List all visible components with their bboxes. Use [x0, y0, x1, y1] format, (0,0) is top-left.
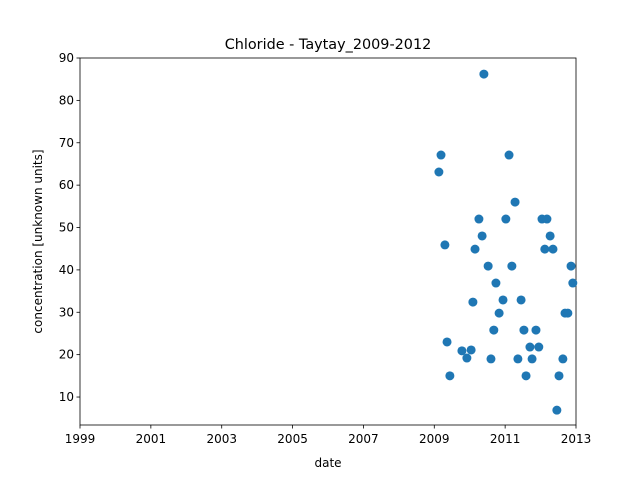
point — [483, 261, 493, 271]
point — [479, 69, 489, 79]
x-tick-label: 2007 — [348, 432, 379, 446]
x-tick-label: 2009 — [419, 432, 450, 446]
axes-frame — [79, 57, 577, 426]
point — [486, 354, 496, 364]
point — [501, 214, 511, 224]
point — [548, 244, 558, 254]
x-tick-label: 2003 — [206, 432, 237, 446]
x-tick-label: 2011 — [490, 432, 521, 446]
point — [521, 371, 531, 381]
point — [525, 342, 535, 352]
x-tick-label: 2001 — [136, 432, 167, 446]
point — [504, 150, 514, 160]
point — [434, 167, 444, 177]
y-tick-label: 30 — [59, 305, 74, 319]
point — [445, 371, 455, 381]
point — [519, 325, 529, 335]
point — [545, 231, 555, 241]
x-tick-label: 2005 — [277, 432, 308, 446]
point — [540, 244, 550, 254]
y-tick-label: 40 — [59, 263, 74, 277]
x-axis-label: date — [314, 456, 341, 470]
point — [510, 197, 520, 207]
point — [531, 325, 541, 335]
point — [552, 405, 562, 415]
y-tick-label: 50 — [59, 221, 74, 235]
point — [554, 371, 564, 381]
point — [498, 295, 508, 305]
point — [457, 346, 467, 356]
point — [462, 353, 472, 363]
point — [542, 214, 552, 224]
point — [436, 150, 446, 160]
point — [489, 325, 499, 335]
point — [534, 342, 544, 352]
point — [470, 244, 480, 254]
point — [468, 297, 478, 307]
y-axis-label: concentration [unknown units] — [31, 149, 45, 333]
chart-title: Chloride - Taytay_2009-2012 — [225, 37, 432, 53]
point — [513, 354, 523, 364]
y-tick-label: 10 — [59, 390, 74, 404]
point — [527, 354, 537, 364]
point — [477, 231, 487, 241]
y-tick-label: 60 — [59, 178, 74, 192]
point — [563, 308, 573, 318]
point — [440, 240, 450, 250]
y-tick-label: 80 — [59, 93, 74, 107]
point — [566, 261, 576, 271]
point — [466, 345, 476, 355]
y-tick-label: 90 — [59, 51, 74, 65]
x-tick-label: 2013 — [561, 432, 592, 446]
point — [474, 214, 484, 224]
point — [507, 261, 517, 271]
y-tick-label: 70 — [59, 136, 74, 150]
point — [568, 278, 578, 288]
point — [516, 295, 526, 305]
point — [558, 354, 568, 364]
x-tick-label: 1999 — [65, 432, 96, 446]
y-tick-label: 20 — [59, 348, 74, 362]
point — [494, 308, 504, 318]
point — [491, 278, 501, 288]
point — [442, 337, 452, 347]
